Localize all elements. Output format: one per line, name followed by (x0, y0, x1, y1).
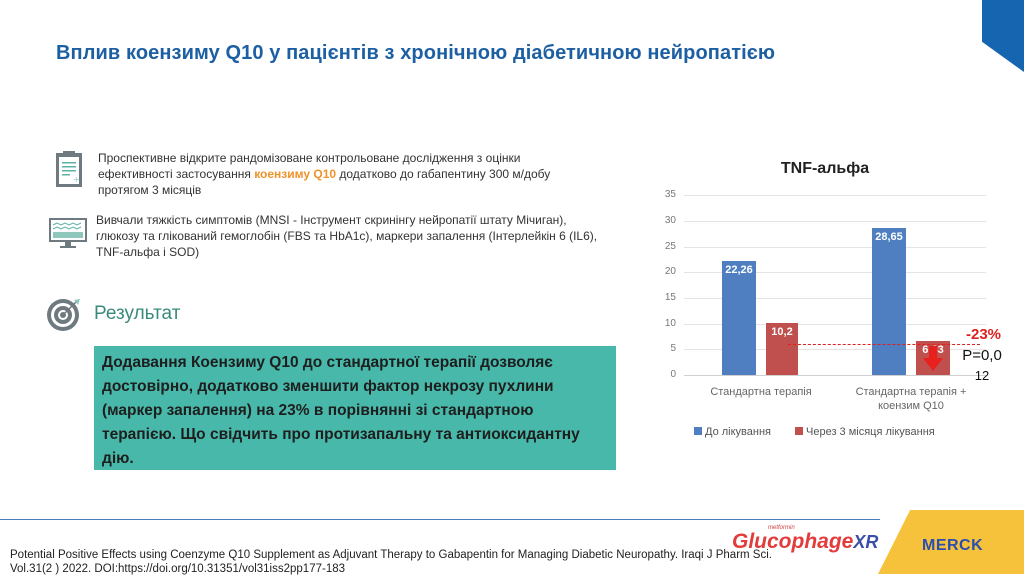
y-tick: 30 (664, 215, 676, 226)
highlight-q10: коензиму Q10 (254, 167, 337, 181)
bullet-text-2: Вивчали тяжкість симптомів (MNSI - Інстр… (96, 213, 598, 259)
y-tick: 10 (664, 318, 676, 329)
x-label-q10: Стандартна терапія + коензим Q10 (855, 386, 967, 412)
x-axis (684, 375, 986, 376)
y-tick: 15 (664, 292, 676, 303)
gridline (684, 324, 986, 325)
gridline (684, 349, 986, 350)
y-tick: 5 (670, 343, 676, 354)
corner-decoration (982, 0, 1024, 72)
legend-item-after: Через 3 місяця лікування (795, 426, 935, 438)
svg-text:+: + (73, 175, 80, 184)
bar-standard-after: 10,2 (766, 323, 798, 375)
y-tick: 20 (664, 266, 676, 277)
legend-item-before: До лікування (694, 426, 771, 438)
bullet-study-design: + Проспективне відкрите рандомізоване ко… (50, 150, 568, 198)
gridline (684, 195, 986, 196)
p-value-annotation: P=0,0 12 (962, 347, 1002, 383)
y-tick: 0 (670, 369, 676, 380)
result-summary-box: Додавання Коензиму Q10 до стандартної те… (94, 346, 616, 470)
gridline (684, 247, 986, 248)
merck-logo: MERCK (922, 537, 984, 554)
chart-legend: До лікування Через 3 місяця лікування (694, 426, 935, 438)
target-icon (47, 299, 80, 331)
gridline (684, 221, 986, 222)
result-heading: Результат (46, 296, 180, 332)
down-arrow-icon (923, 346, 943, 371)
glucophage-metformin-label: metformin (768, 525, 795, 531)
footer-divider (0, 519, 880, 520)
y-tick: 25 (664, 241, 676, 252)
y-tick: 35 (664, 189, 676, 200)
monitor-chart-icon (49, 218, 87, 248)
reference-dashed-line (788, 344, 980, 345)
gridline (684, 272, 986, 273)
bar-q10-before: 28,65 (872, 228, 906, 375)
result-label: Результат (94, 303, 181, 324)
tnf-alpha-chart: TNF-альфа 35 30 25 20 15 10 5 0 22,26 10… (660, 150, 1024, 450)
chart-title: TNF-альфа (780, 160, 870, 177)
bullet-measures: Вивчали тяжкість симптомів (MNSI - Інстр… (48, 212, 606, 260)
gridline (684, 298, 986, 299)
glucophage-logo: GlucophageXR (732, 530, 879, 553)
reference-citation: Potential Positive Effects using Coenzym… (10, 549, 772, 575)
change-annotation: -23% (966, 326, 1002, 343)
x-label-standard: Стандартна терапія (710, 386, 812, 398)
clipboard-icon: + (56, 151, 82, 187)
bar-standard-before: 22,26 (722, 261, 756, 375)
slide-title: Вплив коензиму Q10 у пацієнтів з хронічн… (56, 42, 776, 64)
bullet-text-1: Проспективне відкрите рандомізоване конт… (98, 151, 551, 197)
